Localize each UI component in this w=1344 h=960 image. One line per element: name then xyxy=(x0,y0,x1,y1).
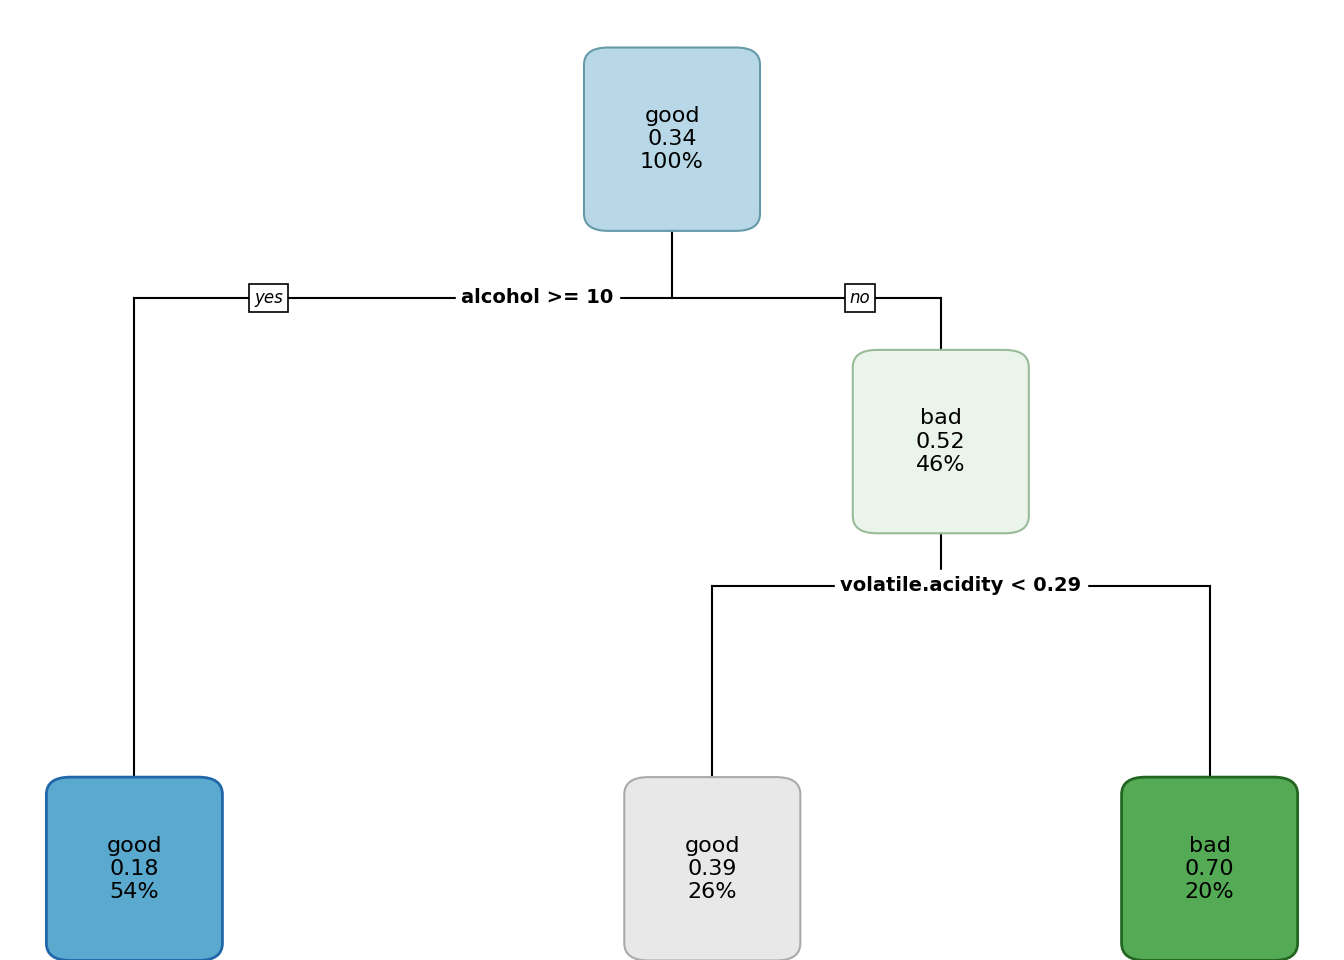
Text: alcohol >= 10: alcohol >= 10 xyxy=(461,288,614,307)
FancyBboxPatch shape xyxy=(852,350,1028,534)
Text: good
0.39
26%: good 0.39 26% xyxy=(684,835,741,902)
FancyBboxPatch shape xyxy=(583,48,761,231)
Text: volatile.acidity < 0.29: volatile.acidity < 0.29 xyxy=(840,576,1082,595)
Text: no: no xyxy=(849,289,871,306)
FancyBboxPatch shape xyxy=(46,778,223,960)
FancyBboxPatch shape xyxy=(624,778,801,960)
Text: yes: yes xyxy=(254,289,284,306)
Text: bad
0.70
20%: bad 0.70 20% xyxy=(1185,835,1234,902)
Text: good
0.34
100%: good 0.34 100% xyxy=(640,106,704,173)
FancyBboxPatch shape xyxy=(1121,778,1298,960)
Text: bad
0.52
46%: bad 0.52 46% xyxy=(917,408,965,475)
Text: good
0.18
54%: good 0.18 54% xyxy=(106,835,163,902)
